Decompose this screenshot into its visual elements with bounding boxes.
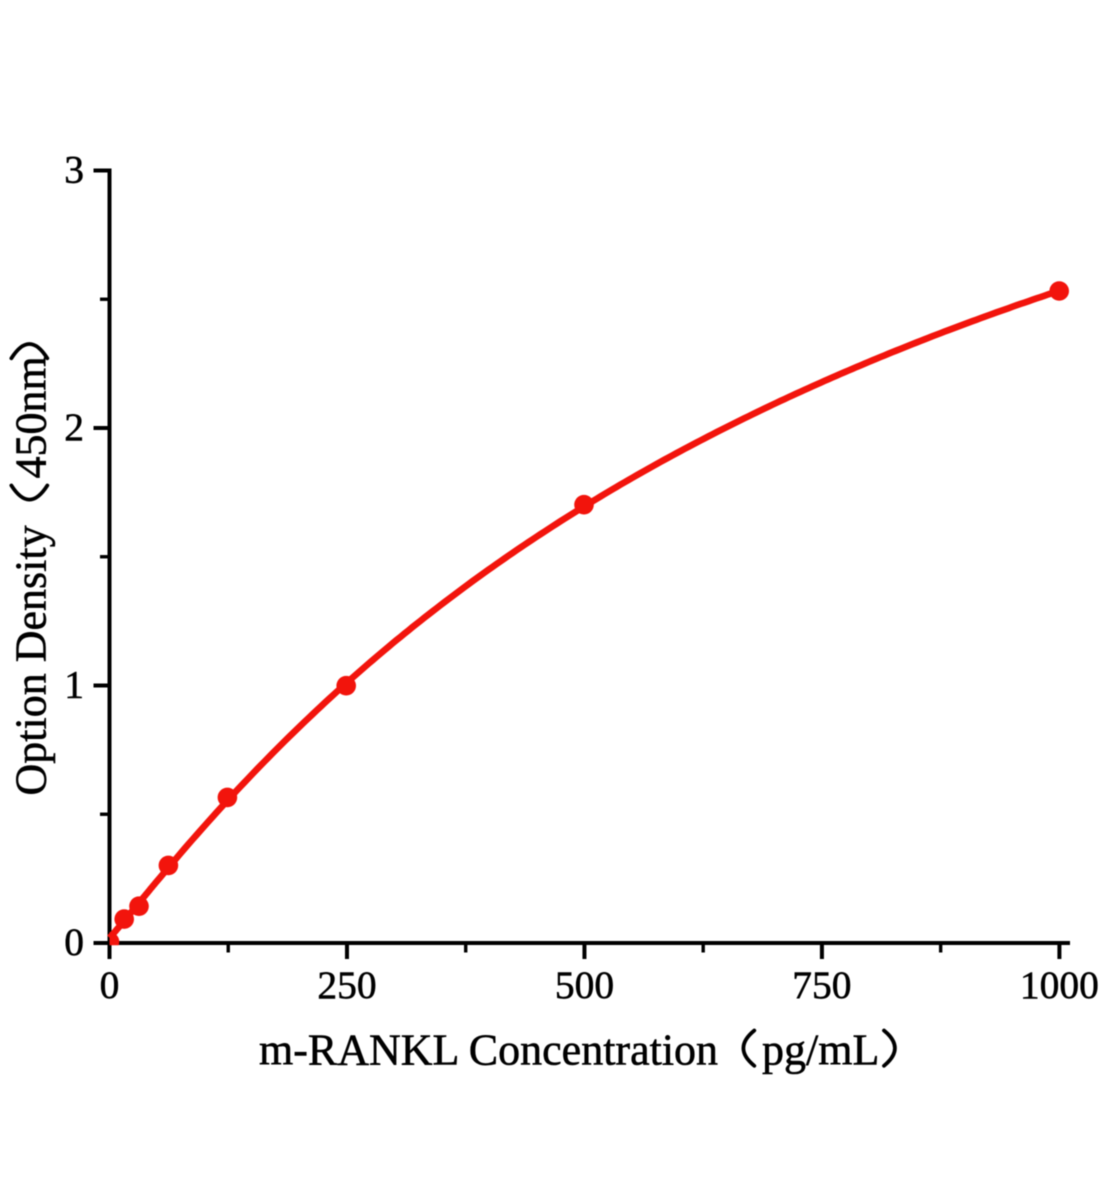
svg-text:pg/mL: pg/mL [762,1026,879,1075]
svg-text:250: 250 [317,963,376,1007]
svg-text:m-RANKL Concentration: m-RANKL Concentration [259,1026,718,1075]
svg-text:0: 0 [100,963,120,1007]
svg-text:3: 3 [64,148,84,192]
svg-text:0: 0 [64,920,84,964]
svg-text:2: 2 [64,405,84,449]
svg-text:1: 1 [64,663,84,707]
svg-text:450nm: 450nm [7,356,56,478]
svg-text:500: 500 [555,963,614,1007]
svg-text:1000: 1000 [1020,963,1099,1007]
svg-text:Option Density: Option Density [7,525,56,795]
svg-text:750: 750 [792,963,851,1007]
